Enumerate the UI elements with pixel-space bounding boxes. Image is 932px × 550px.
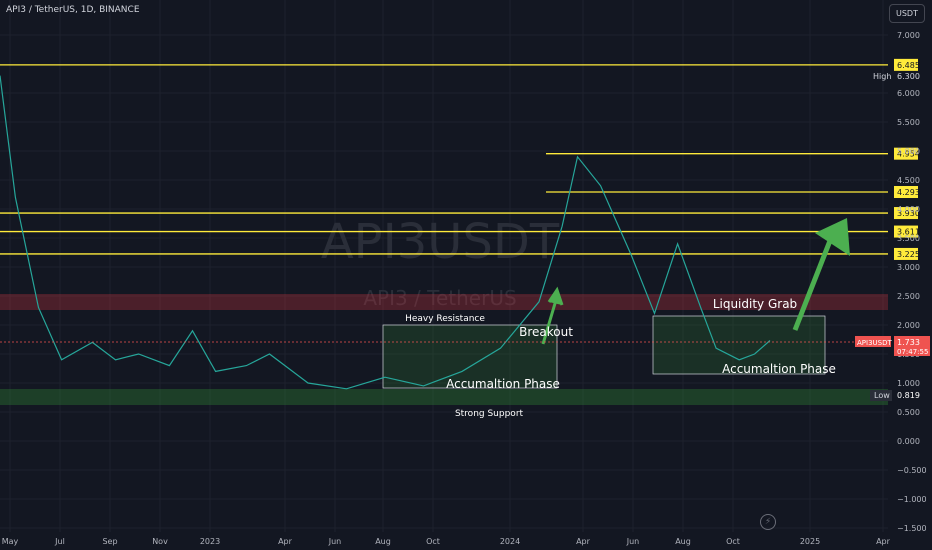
y-tick-label: 3.500 [897,234,920,243]
x-tick-label: Jun [626,537,640,546]
x-tick-label: Apr [876,537,891,546]
x-tick-label: Oct [726,537,740,546]
x-tick-label: Nov [152,537,168,546]
y-tick-label: 2.500 [897,292,920,301]
y-tick-label: 5.500 [897,118,920,127]
level-tag [894,207,918,220]
last-price-countdown: 07:47:55 [897,348,928,356]
level-tag [894,186,918,199]
high-label: High [873,72,891,81]
x-tick-label: 2024 [500,537,520,546]
level-tag [894,58,918,71]
breakout-label: Breakout [519,325,573,339]
accumulation-box-1 [382,324,558,389]
lightning-icon[interactable]: ⚡ [760,514,776,530]
y-tick-label: 1.000 [897,379,920,388]
level-tag-label: 3.225 [897,250,920,259]
price-series-line [0,75,771,390]
x-tick-label: Jun [328,537,342,546]
last-price-value: 1.733 [897,338,920,347]
y-tick-label: 4.000 [897,205,920,214]
time-axis[interactable]: May Jul Sep Nov 2023 Apr Jun Aug Oct 2024 Apr Jun Au… [2,537,891,546]
level-tag-label: 6.485 [897,61,920,70]
currency-unit-button[interactable]: USDT [889,4,925,23]
low-value: 0.819 [897,391,920,400]
watermark-symbol: API3USDT [321,214,560,270]
low-tag [870,390,892,401]
level-lines: 6.485 4.954 4.293 3.930 3.611 3.225 [0,58,920,260]
y-tick-label: −1.500 [897,524,927,533]
last-price-symbol: API3USDT [857,339,892,347]
y-tick-label: −0.500 [897,466,927,475]
y-tick-label: 3.000 [897,263,920,272]
x-tick-label: Apr [576,537,591,546]
y-tick-label: 4.500 [897,176,920,185]
price-axis[interactable]: 7.000 6.000 5.500 5.000 4.500 4.000 3.500 3.000… [897,31,927,533]
watermark-name: API3 / TetherUS [363,286,516,310]
level-tag-label: 4.954 [897,150,920,159]
last-price-value-tag [894,336,930,356]
chart-grid [0,0,888,532]
level-tag [894,225,918,238]
x-tick-label: Jul [54,537,65,546]
x-tick-label: Aug [675,537,691,546]
level-tag-label: 3.611 [897,228,920,237]
x-tick-label: Aug [375,537,391,546]
liquidity-grab-label: Liquidity Grab [713,297,797,311]
x-tick-label: 2023 [200,537,220,546]
low-label: Low [874,391,890,400]
y-tick-label: 0.000 [897,437,920,446]
level-tag-label: 3.930 [897,209,920,218]
y-tick-label: 5.000 [897,147,920,156]
heavy-resistance-label: Heavy Resistance [405,314,485,324]
accumulation-label-2: Accumaltion Phase [722,362,836,376]
resistance-zone [0,294,888,310]
x-tick-label: 2025 [800,537,820,546]
level-tag-label: 4.293 [897,188,920,197]
y-tick-label: 0.500 [897,408,920,417]
y-tick-label: −1.000 [897,495,927,504]
support-zone [0,389,888,405]
high-value: 6.300 [897,72,920,81]
x-tick-label: May [2,537,19,546]
breakout-arrow [541,286,564,345]
accumulation-label-1: Accumaltion Phase [446,377,560,391]
y-tick-label: 7.000 [897,31,920,40]
chart-title: API3 / TetherUS, 1D, BINANCE [6,5,140,15]
x-tick-label: Oct [426,537,440,546]
target-arrow [792,227,838,331]
level-tag [894,247,918,260]
strong-support-label: Strong Support [455,409,524,419]
y-tick-label: 2.000 [897,321,920,330]
level-tag [894,147,918,160]
x-tick-label: Apr [278,537,293,546]
last-price-tag [855,336,891,347]
y-tick-label: 6.000 [897,89,920,98]
target-arrow-head [815,218,850,256]
x-tick-label: Sep [102,537,117,546]
